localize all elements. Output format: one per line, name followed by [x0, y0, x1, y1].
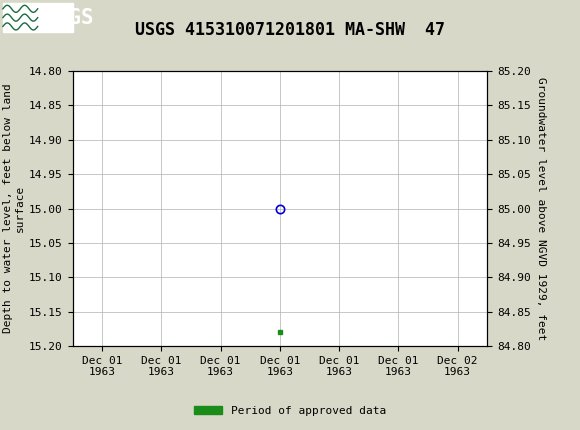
Y-axis label: Depth to water level, feet below land
surface: Depth to water level, feet below land su… [3, 84, 25, 333]
Text: USGS 415310071201801 MA-SHW  47: USGS 415310071201801 MA-SHW 47 [135, 21, 445, 39]
Y-axis label: Groundwater level above NGVD 1929, feet: Groundwater level above NGVD 1929, feet [536, 77, 546, 340]
Legend: Period of approved data: Period of approved data [190, 401, 390, 420]
Text: USGS: USGS [44, 8, 94, 28]
Bar [3, 3, 72, 32]
